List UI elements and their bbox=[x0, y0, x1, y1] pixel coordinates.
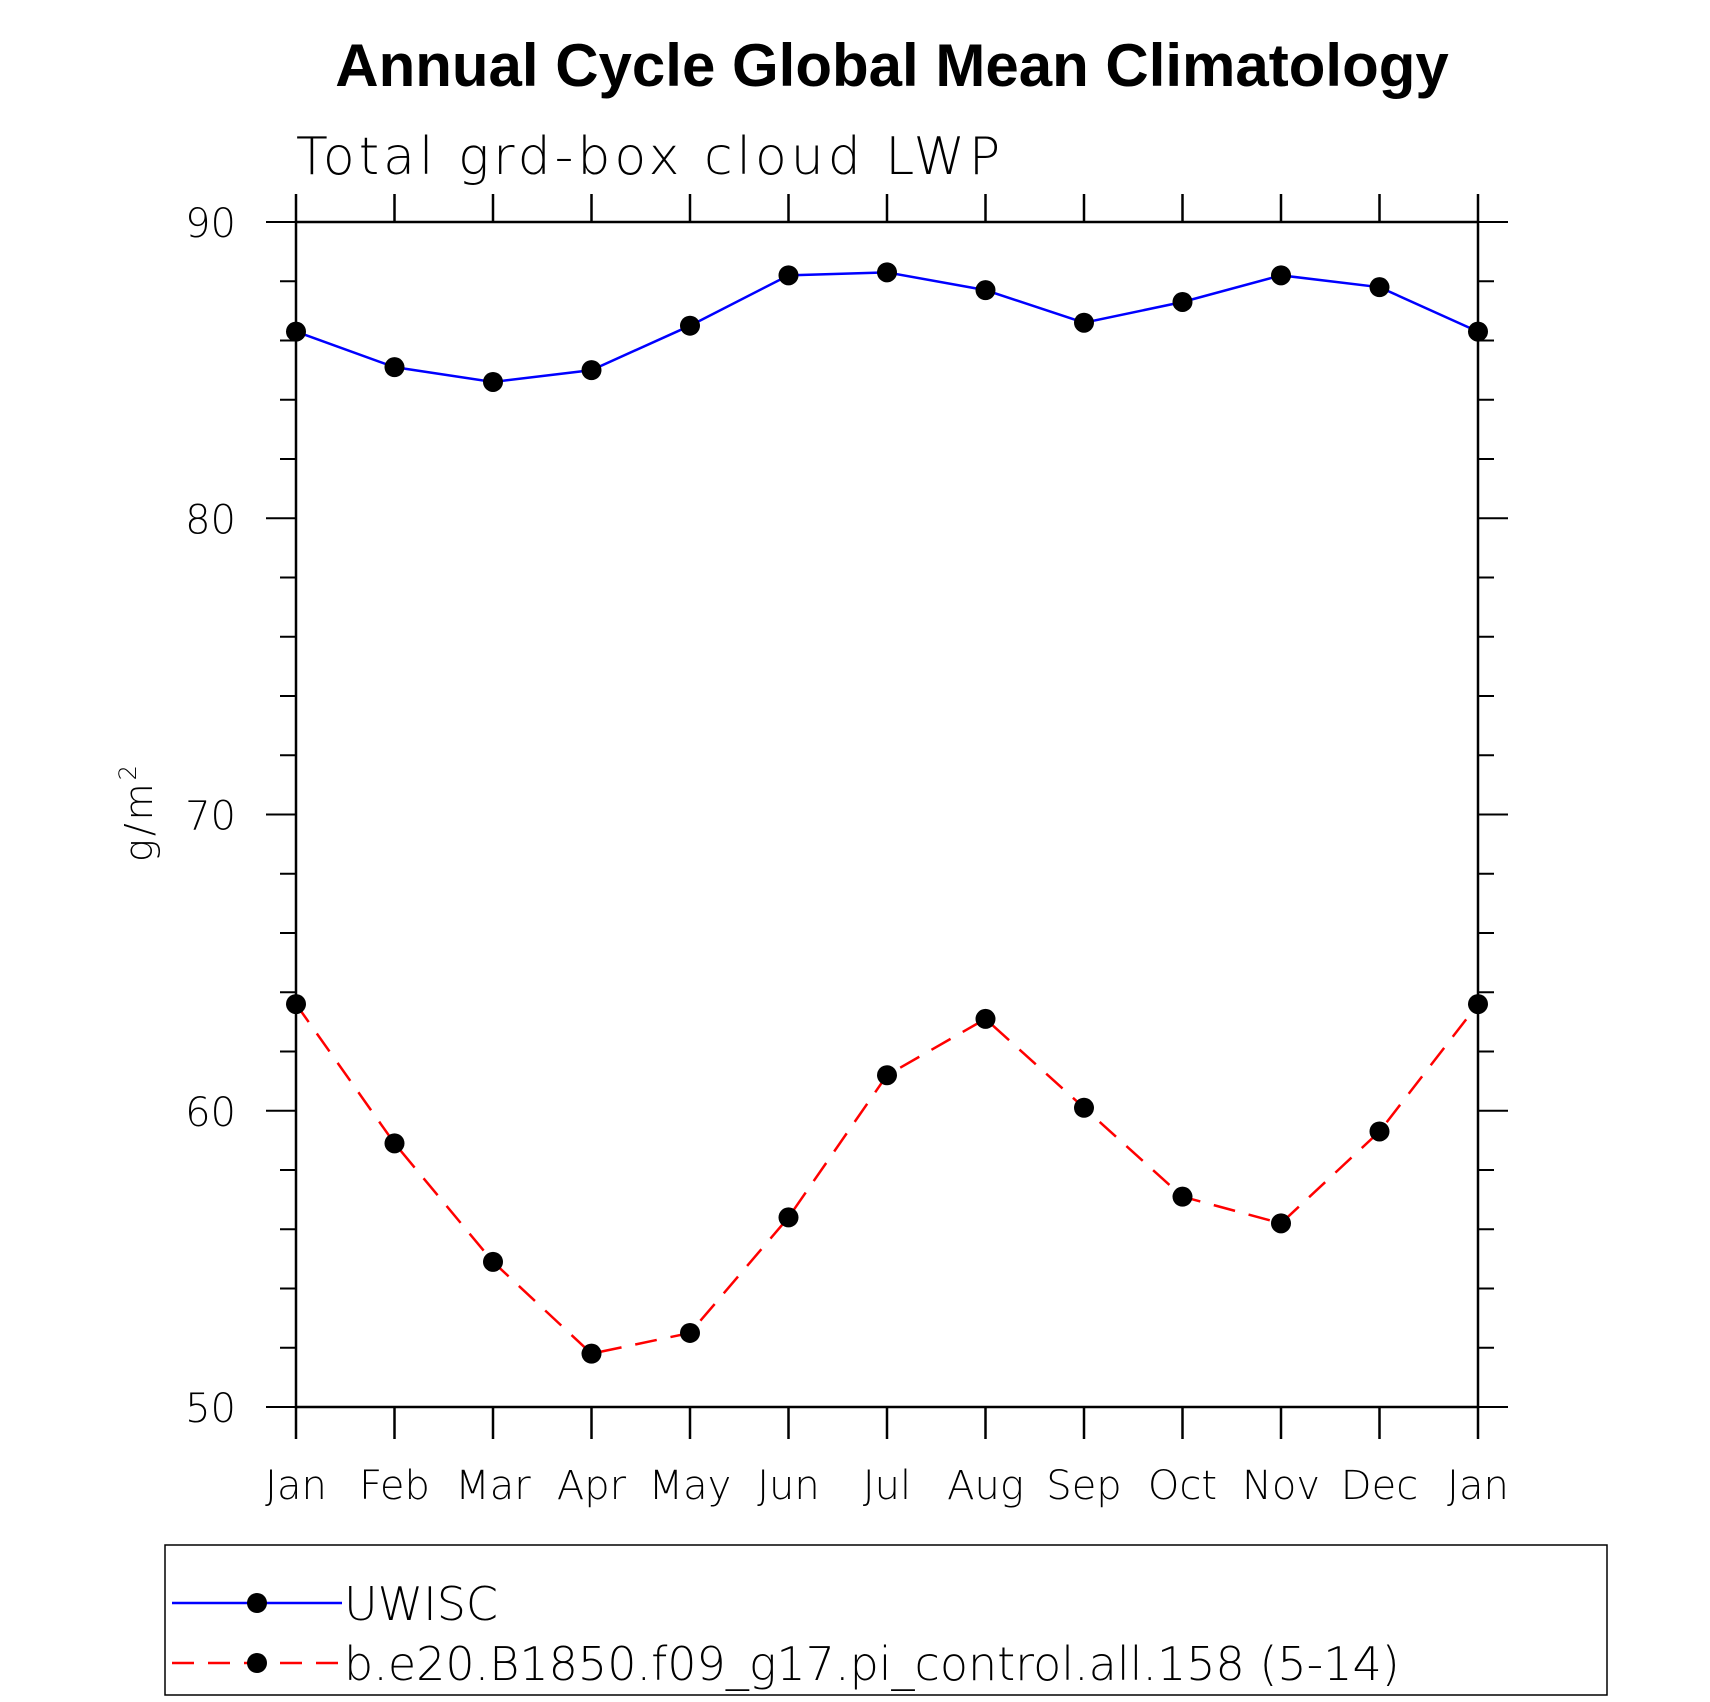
data-point bbox=[286, 994, 306, 1015]
plot-frame bbox=[294, 220, 1480, 1409]
y-tick-label: 80 bbox=[185, 497, 236, 543]
data-point bbox=[680, 315, 700, 336]
data-point bbox=[778, 265, 799, 286]
data-point bbox=[1369, 1121, 1390, 1142]
series-1 bbox=[286, 262, 1488, 392]
y-axis-label: g/m2 bbox=[114, 762, 161, 862]
y-tick-label: 90 bbox=[185, 201, 236, 247]
x-tick-label: Jun bbox=[757, 1463, 820, 1509]
x-tick-label: Nov bbox=[1242, 1463, 1320, 1509]
legend-frame bbox=[164, 1544, 1608, 1696]
chart-title: Annual Cycle Global Mean Climatology bbox=[335, 32, 1449, 99]
x-tick-label: Jul bbox=[863, 1463, 911, 1509]
series-layer bbox=[286, 262, 1488, 1364]
x-tick-label: Apr bbox=[557, 1463, 627, 1509]
x-tick-label: Jan bbox=[265, 1463, 327, 1509]
data-point bbox=[877, 1065, 897, 1086]
legend: UWISC b.e20.B1850.f09_g17.pi_control.all.… bbox=[164, 1544, 1608, 1696]
x-tick-label: Dec bbox=[1341, 1463, 1418, 1509]
x-tick-label: Feb bbox=[359, 1463, 430, 1509]
data-point bbox=[1172, 1186, 1193, 1207]
data-point bbox=[975, 1008, 996, 1029]
data-point bbox=[581, 1343, 602, 1364]
series-line bbox=[295, 271, 1479, 384]
svg-text:g/m2: g/m2 bbox=[114, 762, 161, 862]
legend-entry-2: b.e20.B1850.f09_g17.pi_control.all.158 (… bbox=[172, 1637, 1400, 1691]
y-tick-label: 70 bbox=[185, 794, 236, 840]
data-point bbox=[778, 1207, 799, 1228]
legend-label: UWISC bbox=[344, 1577, 498, 1631]
data-point bbox=[581, 360, 602, 381]
x-tick-label: Mar bbox=[455, 1463, 531, 1509]
legend-entry-1: UWISC bbox=[172, 1577, 498, 1631]
data-point bbox=[1074, 1097, 1094, 1118]
x-tick-label: May bbox=[649, 1463, 732, 1509]
data-point bbox=[384, 1133, 405, 1154]
x-tick-label: Oct bbox=[1148, 1463, 1217, 1509]
y-axis-label-text: g/m bbox=[117, 780, 161, 862]
data-point bbox=[483, 371, 503, 392]
x-tick-label: Sep bbox=[1046, 1463, 1121, 1509]
legend-marker bbox=[247, 1653, 267, 1673]
x-tick-label: Aug bbox=[947, 1463, 1024, 1509]
data-point bbox=[1468, 321, 1488, 342]
y-axis-label-superscript: 2 bbox=[114, 762, 142, 780]
chart-subtitle: Total grd-box cloud LWP bbox=[296, 127, 1004, 187]
data-point bbox=[877, 262, 897, 283]
data-point bbox=[1271, 1213, 1291, 1234]
series-2 bbox=[286, 994, 1488, 1364]
data-point bbox=[384, 357, 405, 378]
data-point bbox=[1074, 312, 1094, 333]
data-point bbox=[1271, 265, 1291, 286]
data-point bbox=[286, 321, 306, 342]
x-tick-label: Jan bbox=[1447, 1463, 1509, 1509]
data-point bbox=[483, 1251, 503, 1272]
data-point bbox=[1468, 994, 1488, 1015]
legend-marker bbox=[247, 1593, 267, 1613]
axes: Jan Feb Mar Apr May Jun Jul Aug Sep Oct Nov Dec Jan 5… bbox=[185, 194, 1509, 1509]
y-tick-label: 50 bbox=[185, 1386, 236, 1432]
data-point bbox=[975, 280, 996, 301]
data-point bbox=[680, 1322, 700, 1343]
data-point bbox=[1172, 291, 1193, 312]
y-tick-label: 60 bbox=[185, 1090, 236, 1136]
legend-label: b.e20.B1850.f09_g17.pi_control.all.158 (… bbox=[344, 1637, 1400, 1691]
series-line bbox=[294, 1003, 1479, 1356]
data-point bbox=[1369, 277, 1390, 298]
